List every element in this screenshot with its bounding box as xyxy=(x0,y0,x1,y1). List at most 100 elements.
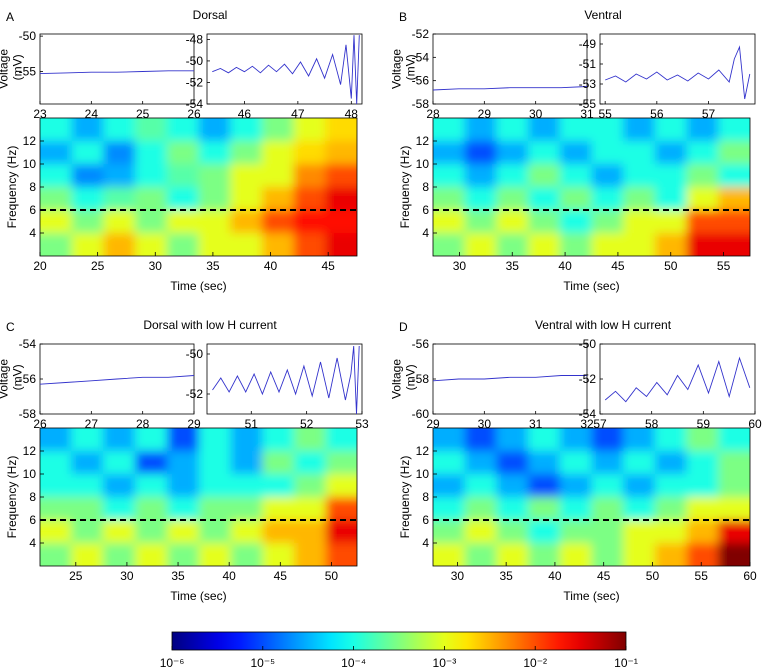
y-tick-label: 12 xyxy=(23,134,37,148)
colorbar xyxy=(171,631,627,651)
spectrogram xyxy=(433,118,750,256)
x-tick-label: 57 xyxy=(593,417,607,431)
power-cell xyxy=(433,451,466,475)
y-tick-label: -58 xyxy=(19,407,37,421)
power-cell xyxy=(166,187,199,211)
y-tick-label: 6 xyxy=(29,513,36,527)
y-tick-label: -52 xyxy=(412,27,430,41)
power-cell xyxy=(464,141,497,165)
y-axis-label: Frequency (Hz) xyxy=(5,456,19,539)
colorbar-tick-label: 10⁻⁶ xyxy=(160,656,185,670)
power-cell xyxy=(167,451,200,475)
power-cell xyxy=(261,141,295,165)
power-cell xyxy=(325,164,357,188)
power-cell xyxy=(103,233,136,256)
x-tick-label: 50 xyxy=(646,569,660,583)
power-cell xyxy=(654,210,688,234)
power-cell xyxy=(528,543,561,566)
voltage-trace xyxy=(433,86,587,91)
power-cell xyxy=(230,474,263,498)
x-tick-label: 51 xyxy=(245,417,259,431)
power-cell xyxy=(261,210,295,234)
x-tick-label: 60 xyxy=(748,417,762,431)
power-cell xyxy=(496,520,529,544)
panel-letter: A xyxy=(6,10,14,24)
power-cell xyxy=(71,474,104,498)
power-cell xyxy=(230,210,263,234)
x-tick-label: 53 xyxy=(355,417,369,431)
power-cell xyxy=(654,497,688,521)
power-cell xyxy=(528,520,561,544)
power-cell xyxy=(230,451,263,475)
power-cell xyxy=(40,141,73,165)
spectrogram-cells xyxy=(40,118,357,256)
power-cell xyxy=(325,187,357,211)
panel-letter: C xyxy=(6,320,15,334)
y-tick-label: -54 xyxy=(19,337,37,351)
power-cell xyxy=(433,164,466,188)
power-cell xyxy=(262,474,295,498)
power-cell xyxy=(433,543,466,566)
power-cell xyxy=(261,164,295,188)
power-cell xyxy=(167,497,200,521)
x-tick-label: 28 xyxy=(426,107,440,121)
power-cell xyxy=(433,210,466,234)
power-cell xyxy=(262,543,295,566)
power-cell xyxy=(528,141,561,165)
power-cell xyxy=(71,428,104,452)
y-tick-label: 12 xyxy=(416,444,430,458)
x-tick-label: 60 xyxy=(743,569,757,583)
power-cell xyxy=(71,118,104,142)
spectrogram-cells xyxy=(433,428,750,566)
power-cell xyxy=(528,187,561,211)
power-cell xyxy=(198,187,231,211)
power-cell xyxy=(464,497,497,521)
power-cell xyxy=(294,497,327,521)
power-cell xyxy=(464,210,497,234)
y-tick-label: -56 xyxy=(412,337,430,351)
x-tick-label: 57 xyxy=(702,107,716,121)
power-cell xyxy=(718,187,750,211)
power-cell xyxy=(166,164,199,188)
x-tick-label: 27 xyxy=(85,417,99,431)
power-cell xyxy=(433,428,466,452)
panel-letter: D xyxy=(399,320,408,334)
x-tick-label: 29 xyxy=(478,107,492,121)
panel-title: Ventral with low H current xyxy=(535,318,672,332)
power-cell xyxy=(464,233,497,256)
x-tick-label: 40 xyxy=(222,569,236,583)
power-cell xyxy=(464,520,497,544)
y-tick-label: 10 xyxy=(23,157,37,171)
power-cell xyxy=(559,451,592,475)
power-cell xyxy=(591,210,624,234)
y-tick-label: 10 xyxy=(416,157,430,171)
power-cell xyxy=(325,428,357,452)
power-cell xyxy=(135,428,168,452)
power-cell xyxy=(103,187,136,211)
power-cell xyxy=(166,141,199,165)
x-tick-label: 28 xyxy=(136,417,150,431)
power-cell xyxy=(559,187,592,211)
x-tick-label: 40 xyxy=(558,259,572,273)
x-tick-label: 48 xyxy=(345,107,359,121)
power-cell xyxy=(325,497,357,521)
power-cell xyxy=(528,428,561,452)
x-tick-label: 25 xyxy=(136,107,150,121)
x-tick-label: 45 xyxy=(611,259,625,273)
power-cell xyxy=(591,141,624,165)
power-cell xyxy=(623,497,656,521)
power-cell xyxy=(718,497,750,521)
x-tick-label: 55 xyxy=(598,107,612,121)
power-cell xyxy=(718,164,750,188)
power-cell xyxy=(528,497,561,521)
power-cell xyxy=(71,233,104,256)
y-tick-label: -52 xyxy=(186,75,204,89)
power-cell xyxy=(623,164,656,188)
spectrogram xyxy=(40,428,357,566)
power-cell xyxy=(40,118,73,142)
power-cell xyxy=(718,543,750,566)
power-cell xyxy=(591,474,624,498)
power-cell xyxy=(325,520,357,544)
power-cell xyxy=(433,497,466,521)
power-cell xyxy=(325,118,357,142)
